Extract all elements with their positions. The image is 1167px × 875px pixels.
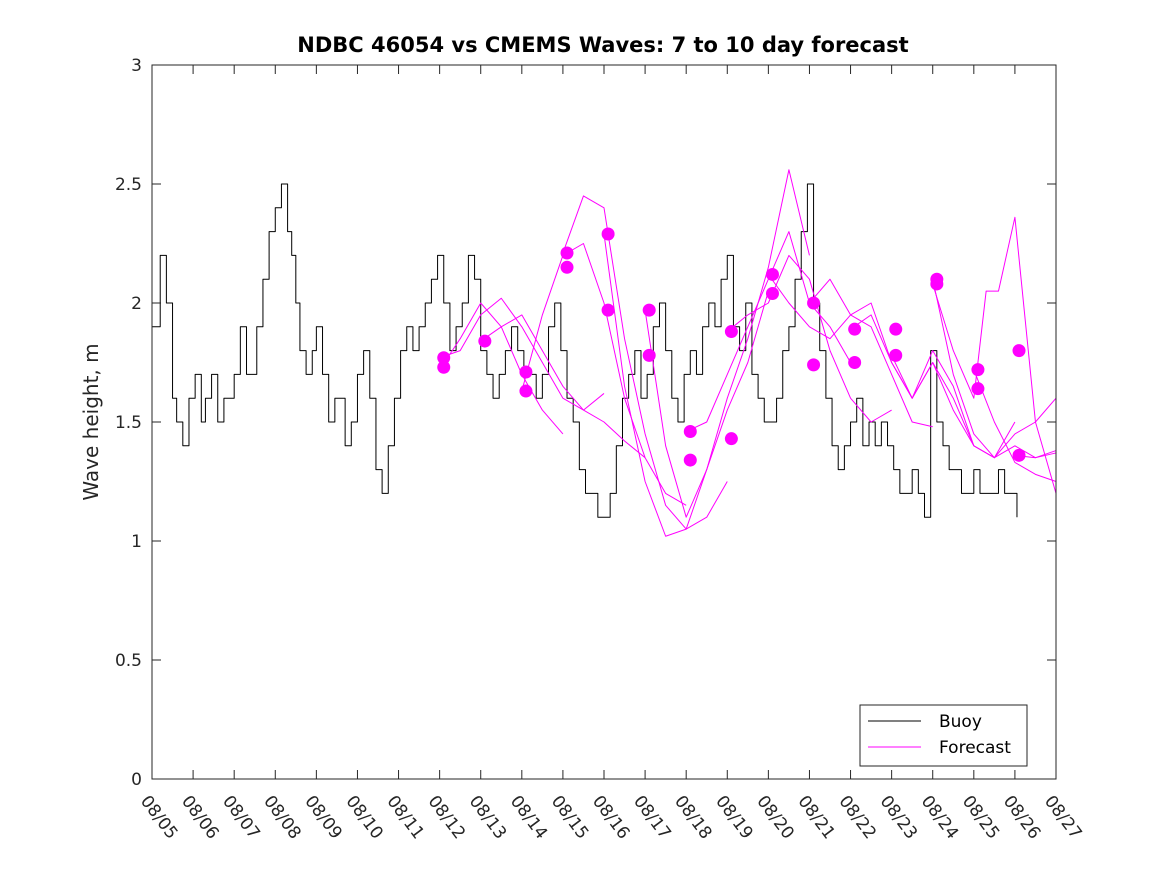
marker-layer	[437, 227, 1026, 467]
forecast-marker	[971, 363, 985, 377]
x-tick-label: 08/16	[588, 792, 633, 843]
y-tick-label: 1.5	[115, 413, 142, 433]
forecast-marker	[560, 260, 574, 274]
forecast-series-line	[891, 355, 1057, 459]
y-tick-label: 0.5	[115, 651, 142, 671]
x-tick-label: 08/21	[793, 792, 838, 843]
forecast-marker	[519, 384, 533, 398]
x-tick-label: 08/24	[917, 792, 962, 843]
x-tick-label: 08/07	[218, 792, 263, 843]
forecast-marker	[601, 303, 615, 317]
x-tick-label: 08/11	[383, 792, 428, 843]
x-tick-label: 08/20	[752, 792, 797, 843]
forecast-series-line	[562, 195, 728, 530]
forecast-marker	[642, 303, 656, 317]
forecast-series-line	[603, 233, 769, 537]
forecast-marker	[930, 277, 944, 291]
forecast-series-line	[644, 169, 810, 518]
y-tick-label: 1	[131, 532, 142, 552]
x-tick-label: 08/15	[547, 792, 592, 843]
forecast-marker	[848, 356, 862, 369]
x-tick-label: 08/18	[670, 792, 715, 843]
forecast-marker	[1012, 448, 1026, 462]
x-tick-label: 08/09	[300, 792, 345, 843]
y-tick-label: 0	[131, 770, 142, 790]
forecast-marker	[765, 267, 779, 281]
forecast-marker	[724, 325, 738, 339]
forecast-marker	[724, 432, 738, 446]
x-tick-label: 08/17	[629, 792, 674, 843]
forecast-marker	[807, 358, 821, 372]
forecast-marker	[889, 322, 903, 336]
y-axis: 0 0.5 1 1.5 2 2.5 3	[115, 56, 1056, 790]
forecast-marker	[519, 365, 533, 379]
y-tick-label: 2	[131, 294, 142, 314]
x-tick-label: 08/27	[1040, 792, 1085, 843]
forecast-series-line	[932, 216, 1057, 494]
forecast-series-line	[439, 297, 605, 411]
x-tick-label: 08/06	[177, 792, 222, 843]
forecast-marker	[478, 334, 492, 348]
forecast-marker	[437, 351, 451, 365]
legend-forecast-label: Forecast	[939, 738, 1011, 758]
forecast-marker	[437, 360, 451, 374]
forecast-marker	[889, 348, 903, 362]
y-tick-label: 2.5	[115, 175, 142, 195]
buoy-series-line	[152, 183, 1018, 518]
forecast-marker	[848, 322, 862, 336]
y-axis-label: Wave height, m	[79, 343, 103, 500]
x-tick-label: 08/23	[876, 792, 921, 843]
forecast-marker	[683, 425, 697, 439]
legend-buoy-label: Buoy	[939, 712, 982, 732]
x-tick-label: 08/22	[835, 792, 880, 843]
series-layer	[152, 169, 1057, 537]
forecast-marker	[642, 348, 656, 362]
forecast-series-line	[726, 254, 892, 423]
y-tick-label: 3	[131, 56, 142, 76]
forecast-marker	[683, 453, 697, 467]
forecast-marker	[1012, 344, 1026, 358]
x-tick-label: 08/08	[259, 792, 304, 843]
x-tick-label: 08/19	[711, 792, 756, 843]
forecast-marker	[560, 246, 574, 260]
x-tick-label: 08/13	[465, 792, 510, 843]
forecast-marker	[807, 296, 821, 310]
x-tick-label: 08/12	[424, 792, 469, 843]
x-tick-label: 08/14	[506, 792, 551, 843]
x-tick-label: 08/05	[136, 792, 181, 843]
x-tick-label: 08/25	[958, 792, 1003, 843]
x-tick-label: 08/10	[341, 792, 386, 843]
legend-box	[859, 704, 1028, 767]
forecast-marker	[971, 382, 985, 396]
forecast-marker	[601, 227, 615, 241]
forecast-series-line	[480, 314, 646, 459]
chart-title: NDBC 46054 vs CMEMS Waves: 7 to 10 day f…	[297, 33, 908, 57]
forecast-series-line	[973, 369, 1057, 482]
x-tick-label: 08/26	[999, 792, 1044, 843]
legend: Buoy Forecast	[859, 704, 1028, 767]
forecast-marker	[765, 286, 779, 300]
